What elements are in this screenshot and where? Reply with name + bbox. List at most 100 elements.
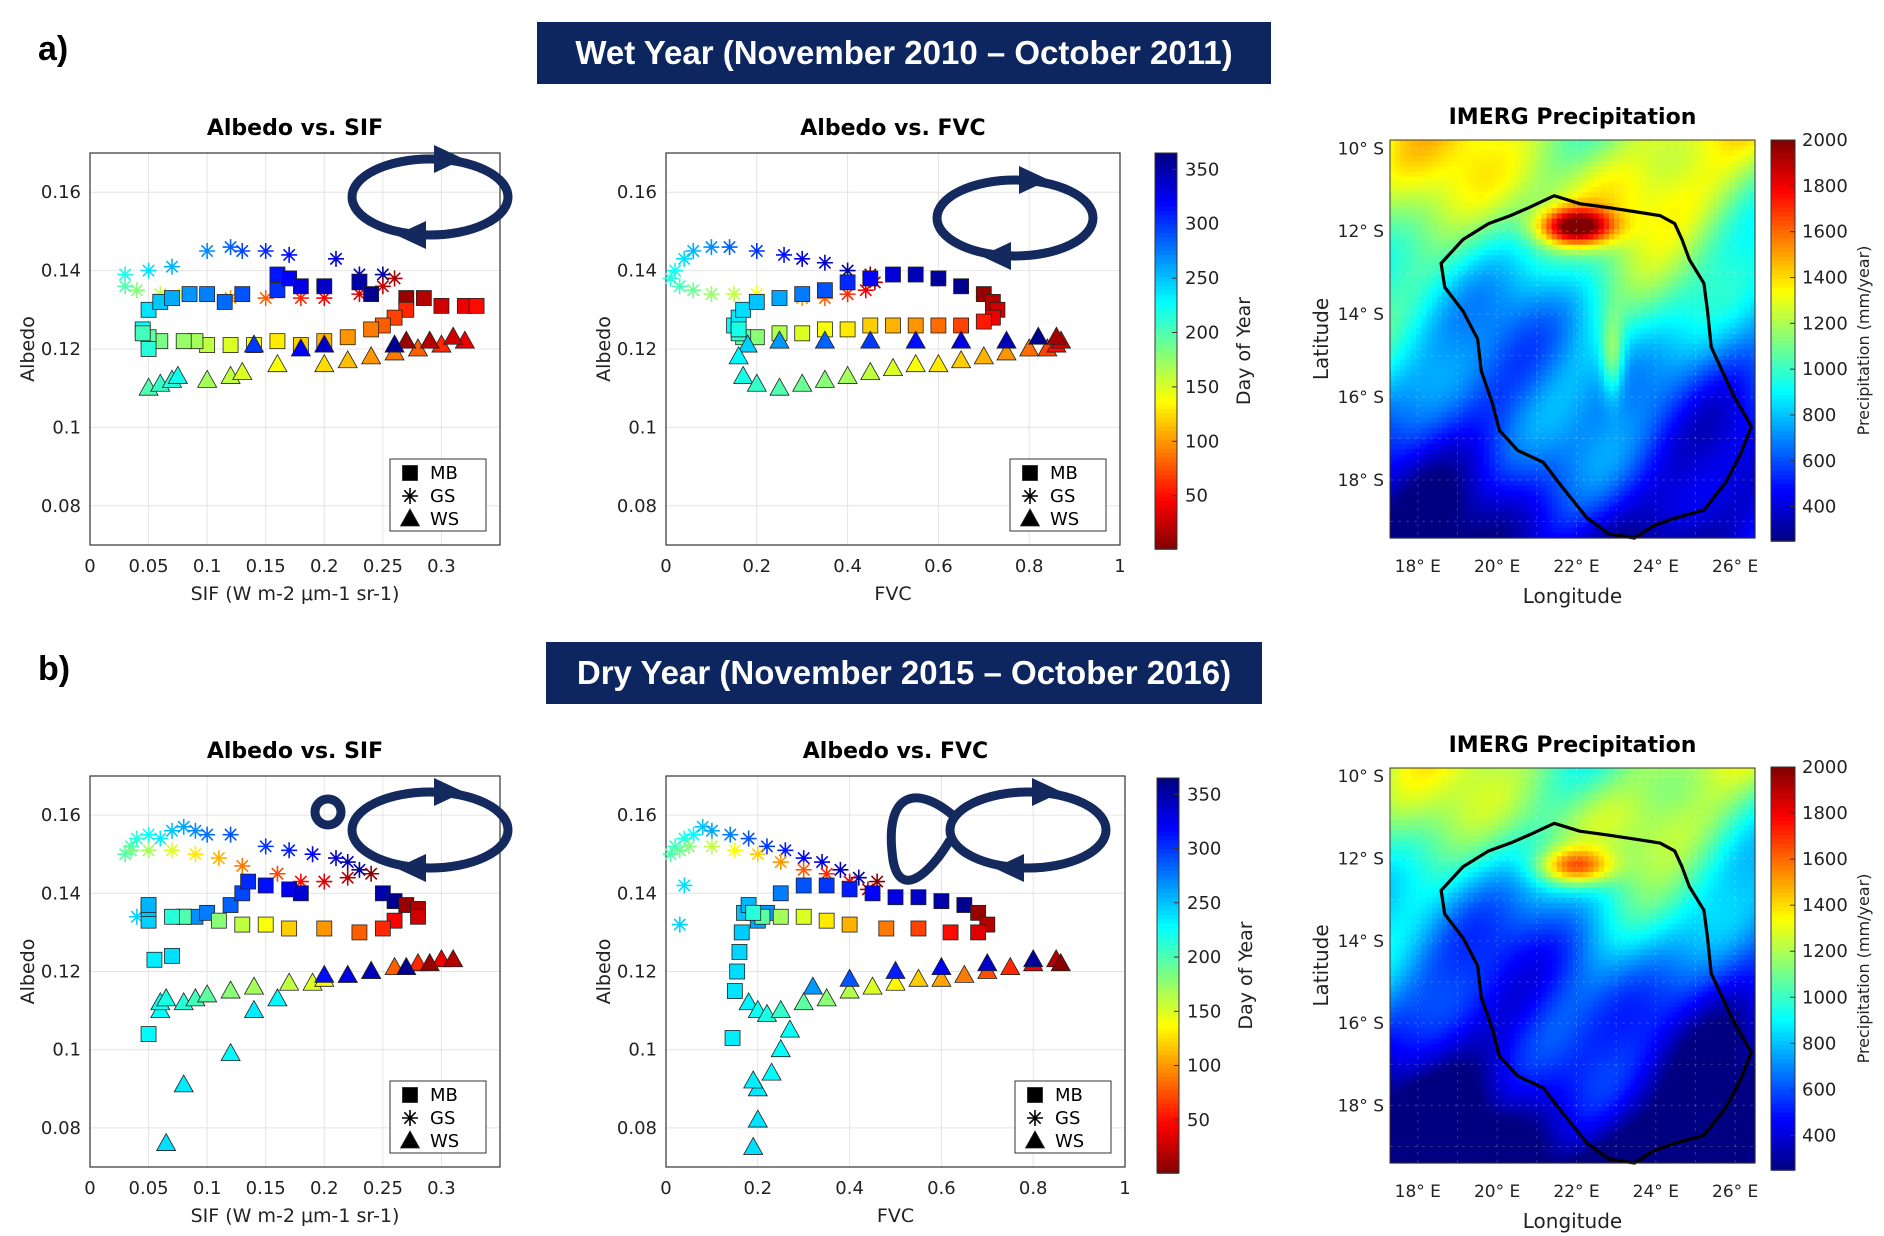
precip-cell bbox=[1426, 522, 1433, 529]
precip-cell bbox=[1666, 234, 1673, 241]
precip-cell bbox=[1562, 307, 1568, 314]
precip-cell bbox=[1494, 323, 1501, 330]
precip-cell bbox=[1452, 176, 1459, 183]
precip-cell bbox=[1661, 428, 1667, 434]
precip-cell bbox=[1661, 297, 1667, 303]
precip-cell bbox=[1629, 192, 1636, 199]
precip-cell bbox=[1572, 490, 1579, 497]
precip-cell bbox=[1603, 171, 1610, 178]
precip-cell bbox=[1577, 192, 1584, 199]
precip-cell bbox=[1603, 370, 1610, 377]
precip-cell bbox=[1697, 417, 1704, 424]
precip-cell bbox=[1702, 171, 1709, 178]
precip-cell bbox=[1567, 229, 1574, 235]
precip-cell bbox=[1541, 391, 1548, 398]
precip-cell bbox=[1551, 428, 1558, 434]
precip-cell bbox=[1682, 234, 1688, 241]
precip-cell bbox=[1463, 428, 1469, 434]
precip-cell bbox=[1682, 218, 1688, 225]
precip-cell bbox=[1598, 181, 1605, 188]
precip-cell bbox=[1489, 464, 1495, 471]
precip-cell bbox=[1473, 506, 1480, 513]
precip-cell bbox=[1702, 312, 1709, 319]
precip-cell bbox=[1676, 286, 1683, 293]
precip-cell bbox=[1635, 380, 1641, 387]
precip-cell bbox=[1499, 213, 1506, 220]
precip-cell bbox=[1483, 339, 1490, 345]
precip-cell bbox=[1629, 365, 1636, 372]
precip-cell bbox=[1515, 249, 1521, 256]
precip-cell bbox=[1457, 312, 1464, 319]
precip-cell bbox=[1436, 370, 1443, 377]
precip-cell bbox=[1390, 433, 1396, 440]
precip-cell bbox=[1541, 386, 1548, 392]
precip-cell bbox=[1609, 307, 1615, 314]
precip-cell bbox=[1489, 375, 1495, 382]
precip-cell bbox=[1494, 532, 1501, 539]
precip-cell bbox=[1405, 396, 1412, 403]
precip-cell bbox=[1572, 412, 1579, 419]
precip-cell bbox=[1436, 291, 1443, 298]
precip-cell bbox=[1556, 496, 1563, 502]
precip-cell bbox=[1645, 234, 1652, 241]
precip-cell bbox=[1629, 527, 1636, 534]
precip-cell bbox=[1463, 433, 1469, 440]
precip-cell bbox=[1395, 197, 1402, 204]
precip-cell bbox=[1494, 249, 1501, 256]
precip-cell bbox=[1676, 218, 1683, 225]
data-point-ws bbox=[442, 326, 464, 345]
precip-cell bbox=[1635, 328, 1641, 335]
precip-cell bbox=[1530, 155, 1537, 162]
precip-cell bbox=[1598, 328, 1605, 335]
precip-cell bbox=[1562, 339, 1568, 345]
precip-cell bbox=[1598, 396, 1605, 403]
precip-cell bbox=[1473, 532, 1480, 539]
precip-cell bbox=[1499, 396, 1506, 403]
precip-cell bbox=[1416, 234, 1422, 241]
precip-cell bbox=[1687, 339, 1694, 345]
precip-cell bbox=[1530, 496, 1537, 502]
precip-cell bbox=[1405, 464, 1412, 471]
precip-cell bbox=[1426, 375, 1433, 382]
precip-cell bbox=[1661, 166, 1667, 173]
precip-cell bbox=[1655, 192, 1662, 199]
precip-cell bbox=[1463, 213, 1469, 220]
precip-cell bbox=[1489, 208, 1495, 214]
precip-cell bbox=[1650, 443, 1657, 450]
precip-cell bbox=[1650, 249, 1657, 256]
precip-cell bbox=[1598, 370, 1605, 377]
precip-cell bbox=[1405, 417, 1412, 424]
precip-cell bbox=[1588, 328, 1594, 335]
precip-cell bbox=[1530, 464, 1537, 471]
precip-cell bbox=[1390, 344, 1396, 351]
precip-cell bbox=[1671, 140, 1678, 146]
precip-cell bbox=[1635, 501, 1641, 508]
precip-cell bbox=[1395, 480, 1402, 487]
precip-cell bbox=[1400, 328, 1407, 335]
precip-cell bbox=[1572, 208, 1579, 214]
data-point-gs bbox=[776, 246, 793, 263]
precip-cell bbox=[1687, 501, 1694, 508]
precip-cell bbox=[1494, 140, 1501, 146]
precip-cell bbox=[1650, 297, 1657, 303]
precip-cell bbox=[1702, 522, 1709, 529]
precip-cell bbox=[1650, 496, 1657, 502]
precip-cell bbox=[1436, 333, 1443, 340]
precip-cell bbox=[1468, 181, 1475, 188]
precip-cell bbox=[1410, 365, 1417, 372]
colorbar-segment bbox=[1155, 483, 1177, 489]
precip-cell bbox=[1457, 333, 1464, 340]
precip-cell bbox=[1702, 166, 1709, 173]
precip-cell bbox=[1567, 522, 1574, 529]
precip-cell bbox=[1551, 323, 1558, 330]
precip-cell bbox=[1400, 506, 1407, 513]
precip-cell bbox=[1593, 428, 1600, 434]
precip-cell bbox=[1541, 339, 1548, 345]
precip-cell bbox=[1395, 302, 1402, 309]
precip-cell bbox=[1426, 501, 1433, 508]
precip-cell bbox=[1692, 422, 1699, 429]
precip-cell bbox=[1478, 433, 1485, 440]
precip-cell bbox=[1431, 391, 1438, 398]
precip-cell bbox=[1509, 480, 1516, 487]
data-point-gs bbox=[748, 243, 765, 259]
